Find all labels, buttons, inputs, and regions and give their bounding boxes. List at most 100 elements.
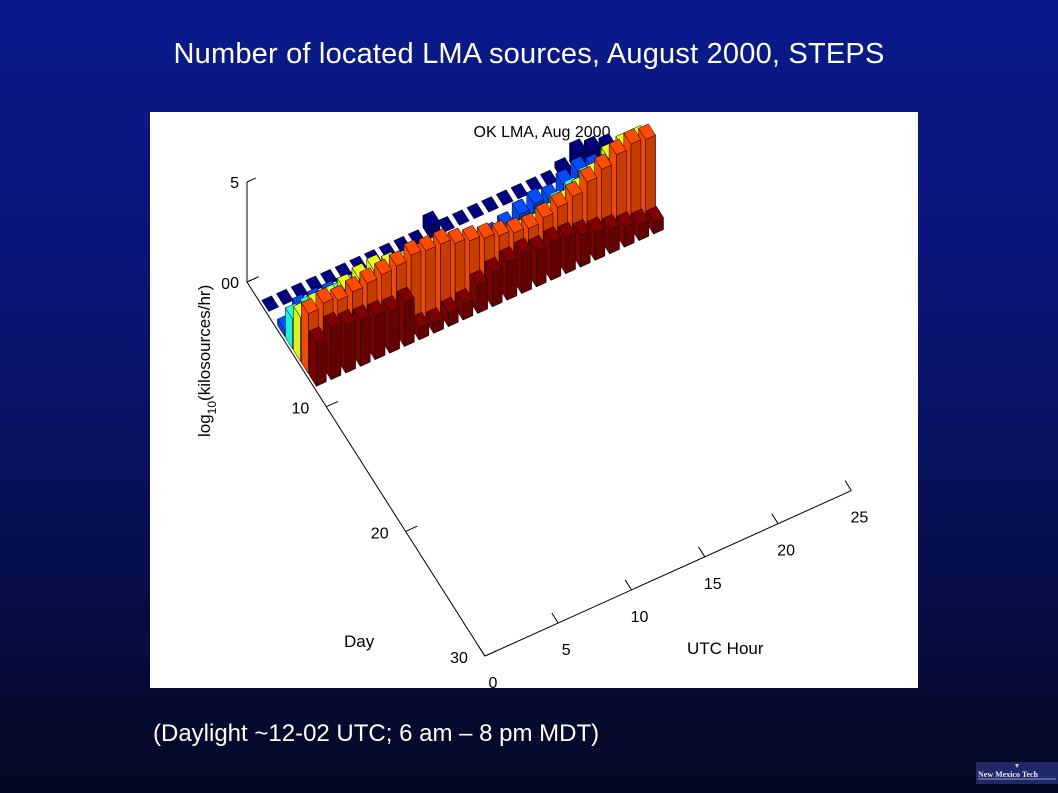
bar-top-face: [506, 217, 524, 234]
bar-front-face: [316, 337, 327, 387]
bar-top-face: [511, 198, 530, 215]
bar-top-face: [422, 210, 441, 228]
bar-top-face: [623, 128, 642, 145]
bar-front-face: [550, 237, 562, 281]
x-tick-mark: [844, 480, 852, 491]
bar-top-face: [396, 286, 415, 303]
bar: [481, 196, 499, 213]
bar-front-face: [492, 268, 503, 308]
y-tick-label: 30: [450, 650, 468, 667]
z-axis-label-tail: (kilosources/hr): [195, 285, 214, 401]
bar: [510, 182, 529, 200]
chart-title: OK LMA, Aug 2000: [474, 124, 611, 141]
bar-top-face: [440, 296, 459, 314]
y-tick-mark: [484, 650, 497, 657]
bar: [499, 246, 518, 302]
y-tick-mark: [326, 400, 339, 408]
x-tick-mark: [624, 579, 632, 591]
z-axis-label: log10(kilosources/hr): [195, 285, 219, 437]
bar-top-face: [447, 227, 466, 244]
x-tick-mark: [551, 612, 559, 624]
bar-base: [539, 169, 558, 186]
bar-top-face: [432, 228, 451, 245]
bar-front-face: [536, 246, 547, 288]
z-axis-label-main: log: [195, 414, 214, 437]
bar-front-face: [477, 280, 488, 314]
hour-axis-line: [484, 490, 852, 657]
y-axis-label: Day: [344, 632, 375, 651]
z-tick-label: 5: [230, 175, 239, 192]
bar-top-face: [520, 212, 539, 229]
bar-top-face: [631, 208, 650, 226]
x-tick-label: 5: [562, 642, 571, 659]
y-tick-label: 10: [292, 401, 310, 418]
z-tick-mark: [246, 177, 257, 183]
y-tick-mark: [405, 525, 418, 532]
bar-top-face: [572, 219, 591, 236]
bar-base: [261, 295, 279, 312]
bar-front-face: [389, 306, 400, 354]
axes: [246, 177, 852, 657]
bar-top-face: [528, 234, 547, 252]
bar-front-face: [360, 315, 371, 367]
bar-front-face: [609, 225, 620, 255]
tick-labels: 0 5 10 15 20 25 0 10 20 30 0 5: [221, 175, 868, 688]
svg-text:log10(kilosources/hr): log10(kilosources/hr): [195, 285, 219, 437]
bar-side-face: [301, 301, 309, 375]
bar-top-face: [338, 308, 356, 326]
bar-top-face: [476, 222, 495, 239]
bar-base: [481, 196, 499, 213]
bar-front-face: [594, 227, 606, 261]
x-tick-label: 10: [631, 609, 649, 626]
bar-top-face: [564, 180, 583, 198]
bar-top-face: [330, 284, 349, 301]
bar-top-face: [579, 165, 598, 183]
bar-top-face: [587, 216, 606, 233]
bar-base: [466, 202, 485, 220]
bar-top-face: [455, 288, 474, 305]
bar-front-face: [404, 297, 415, 347]
bar: [631, 208, 650, 242]
bar-base: [495, 189, 514, 206]
bar-top-face: [514, 237, 532, 254]
bar-top-face: [608, 138, 627, 156]
bar-top-face: [491, 219, 510, 237]
bar-top-face: [550, 191, 568, 208]
bar: [466, 202, 485, 220]
bar-top-face: [526, 187, 545, 205]
bar-top-face: [308, 326, 327, 343]
bar: [426, 307, 444, 335]
x-tick-mark: [478, 645, 486, 657]
x-axis-label: UTC Hour: [687, 639, 764, 658]
bar-top-face: [558, 221, 576, 239]
bar-top-face: [300, 297, 319, 315]
bar-top-face: [359, 267, 378, 284]
bar-top-face: [418, 234, 437, 252]
bar: [437, 216, 455, 233]
bars: [261, 123, 664, 388]
logo-text: New Mexico Tech: [978, 770, 1038, 779]
y-tick-label: 20: [371, 525, 389, 542]
bar-front-face: [579, 230, 591, 268]
bar-top-face: [602, 213, 620, 231]
bar-top-face: [367, 299, 386, 317]
bar-top-face: [403, 239, 422, 256]
bar-base: [437, 216, 455, 233]
x-tick-mark: [698, 546, 706, 558]
bar: [539, 169, 558, 186]
bar-top-face: [323, 311, 342, 329]
bar-top-face: [616, 211, 635, 228]
bar: [495, 189, 514, 206]
bar: [261, 295, 279, 312]
new-mexico-tech-logo: [976, 762, 1058, 784]
bar-top-face: [470, 269, 488, 286]
bar-base: [276, 288, 294, 306]
x-tick-label: 0: [488, 675, 497, 688]
bar-top-face: [352, 304, 371, 321]
x-tick-mark: [771, 513, 779, 524]
bar-top-face: [426, 307, 444, 324]
bar-top-face: [484, 256, 503, 274]
y-tick-label: 0: [221, 276, 230, 293]
bar-base: [451, 209, 470, 226]
bar-top-face: [499, 246, 518, 263]
